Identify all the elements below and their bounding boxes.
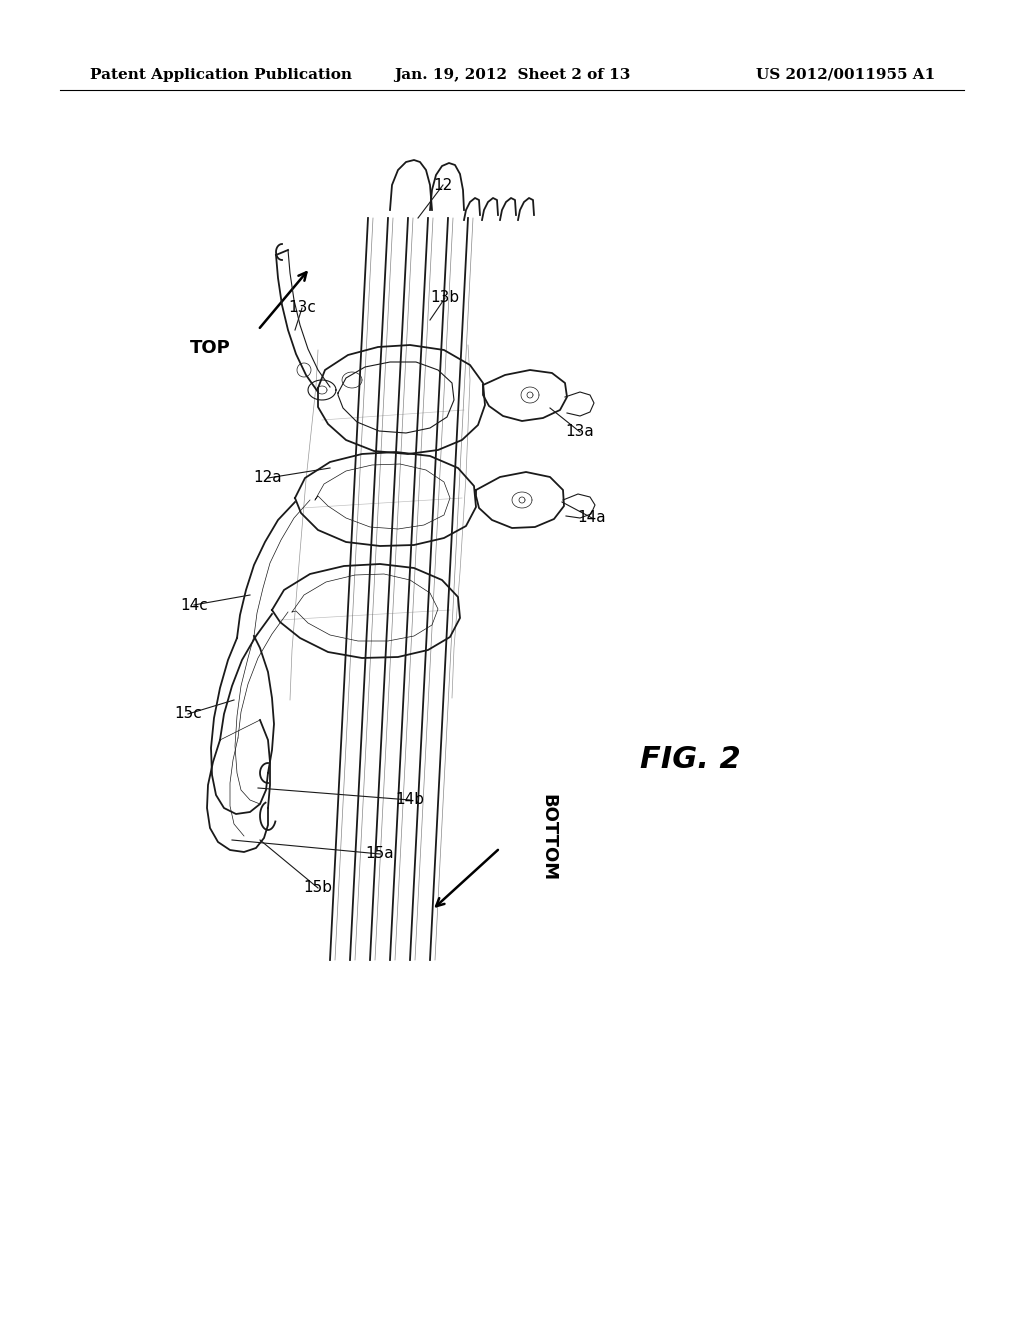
Text: US 2012/0011955 A1: US 2012/0011955 A1 (756, 69, 935, 82)
Text: 15a: 15a (366, 846, 394, 862)
Text: 12a: 12a (254, 470, 283, 486)
Text: 13c: 13c (288, 301, 316, 315)
Text: 13a: 13a (565, 425, 594, 440)
Text: 15c: 15c (174, 706, 202, 722)
Text: 14c: 14c (180, 598, 208, 612)
Text: BOTTOM: BOTTOM (539, 795, 557, 882)
Text: 14a: 14a (578, 511, 606, 525)
Text: 15b: 15b (303, 880, 333, 895)
Text: TOP: TOP (189, 339, 230, 356)
Text: Jan. 19, 2012  Sheet 2 of 13: Jan. 19, 2012 Sheet 2 of 13 (394, 69, 630, 82)
Text: 12: 12 (433, 177, 453, 193)
Text: 13b: 13b (430, 290, 460, 305)
Text: FIG. 2: FIG. 2 (640, 746, 740, 775)
Text: 14b: 14b (395, 792, 425, 808)
Text: Patent Application Publication: Patent Application Publication (90, 69, 352, 82)
